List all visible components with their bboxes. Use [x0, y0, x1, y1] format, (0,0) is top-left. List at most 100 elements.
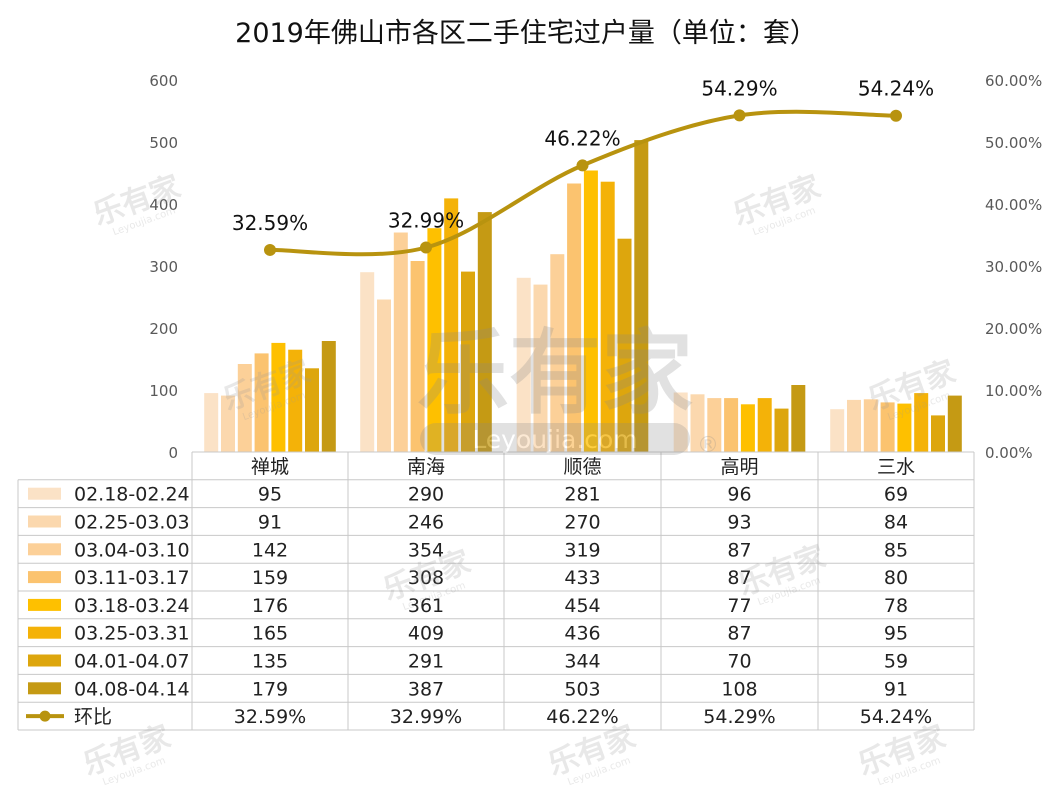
y-left-tick-label: 300 — [149, 258, 178, 276]
table-ratio-cell: 32.99% — [390, 706, 462, 728]
y-left-tick-label: 500 — [149, 134, 178, 152]
bar — [254, 353, 269, 452]
bar — [947, 395, 962, 452]
bar — [791, 385, 806, 452]
table-header-cell: 三水 — [877, 456, 915, 478]
table-value-cell: 246 — [408, 512, 444, 534]
table-value-cell: 454 — [564, 595, 600, 617]
table-value-cell: 87 — [727, 539, 751, 561]
legend-label: 03.04-03.10 — [74, 539, 190, 561]
table-value-cell: 96 — [727, 484, 751, 506]
table-value-cell: 159 — [252, 567, 288, 589]
table-value-cell: 354 — [408, 539, 444, 561]
table-value-cell: 179 — [252, 678, 288, 700]
bar — [477, 212, 492, 452]
table-header-cell: 禅城 — [251, 456, 289, 478]
table-value-cell: 142 — [252, 539, 288, 561]
table-value-cell: 319 — [564, 539, 600, 561]
chart-title: 2019年佛山市各区二手住宅过户量（单位：套） — [235, 18, 817, 49]
legend-swatch — [28, 515, 61, 528]
bar — [567, 183, 582, 452]
y-left-tick-label: 400 — [149, 196, 178, 214]
table-ratio-cell: 54.24% — [860, 706, 932, 728]
table-header-cell: 南海 — [407, 456, 445, 478]
bar — [410, 261, 425, 452]
table-value-cell: 108 — [721, 678, 757, 700]
table-value-cell: 87 — [727, 567, 751, 589]
y-right-tick-label: 30.00% — [985, 258, 1042, 276]
table-value-cell: 78 — [884, 595, 908, 617]
table-ratio-cell: 32.59% — [234, 706, 306, 728]
bars — [204, 140, 962, 452]
ratio-data-label: 46.22% — [544, 126, 620, 150]
table-value-cell: 91 — [258, 512, 282, 534]
y-right-tick-label: 50.00% — [985, 134, 1042, 152]
table-ratio-cell: 46.22% — [546, 706, 618, 728]
bar — [914, 393, 929, 452]
ratio-data-label: 54.24% — [858, 77, 934, 101]
bar — [634, 140, 649, 452]
bar — [427, 228, 442, 452]
y-left-tick-label: 100 — [149, 382, 178, 400]
table-value-cell: 95 — [258, 484, 282, 506]
bar — [533, 284, 548, 452]
ratio-data-label: 32.59% — [232, 211, 308, 235]
y-left-tick-label: 200 — [149, 320, 178, 338]
bar — [724, 398, 739, 452]
bar — [237, 364, 252, 452]
bar — [271, 342, 286, 452]
legend-swatch — [28, 626, 61, 639]
bar — [393, 232, 408, 452]
y-left-tick-label: 600 — [149, 72, 178, 90]
legend-swatch — [28, 487, 61, 500]
bar — [583, 170, 598, 452]
ratio-data-label: 32.99% — [388, 208, 464, 232]
table-ratio-cell: 54.29% — [703, 706, 775, 728]
table-value-cell: 84 — [884, 512, 908, 534]
legend-swatch — [28, 598, 61, 611]
ratio-point — [576, 159, 589, 172]
legend-swatch — [28, 654, 61, 667]
bar — [321, 341, 336, 452]
bar — [880, 402, 895, 452]
bar — [288, 349, 303, 452]
bar — [305, 368, 319, 452]
ratio-point — [264, 243, 276, 256]
legend-label: 04.01-04.07 — [74, 651, 190, 673]
bar — [617, 238, 632, 452]
table-value-cell: 59 — [884, 651, 908, 673]
bar — [461, 271, 475, 452]
table-value-cell: 387 — [408, 678, 444, 700]
table-value-cell: 290 — [408, 484, 444, 506]
legend-label: 03.18-03.24 — [74, 595, 190, 617]
y-right-tick-label: 0.00% — [985, 444, 1033, 462]
table-value-cell: 361 — [408, 595, 444, 617]
bar — [830, 409, 845, 452]
table-value-cell: 344 — [564, 651, 600, 673]
table-value-cell: 70 — [727, 651, 751, 673]
y-right-tick-label: 20.00% — [985, 320, 1042, 338]
ratio-point — [420, 241, 432, 254]
legend-line-marker — [39, 710, 51, 722]
bar — [707, 398, 722, 452]
table-value-cell: 281 — [564, 484, 600, 506]
table-value-cell: 291 — [408, 651, 444, 673]
table-value-cell: 135 — [252, 651, 288, 673]
bar — [757, 398, 772, 452]
bar — [897, 403, 912, 452]
legend-label: 04.08-04.14 — [74, 678, 190, 700]
data-table: 禅城 南海 顺德 高明 三水 02.18-02.24 95 290 281 96 69 02.25-0… — [17, 451, 975, 731]
ratio-point — [890, 109, 902, 122]
legend-label: 02.25-03.03 — [74, 512, 190, 534]
table-value-cell: 77 — [727, 595, 751, 617]
table-value-cell: 91 — [884, 678, 908, 700]
y-right-tick-label: 40.00% — [985, 196, 1042, 214]
table-value-cell: 308 — [408, 567, 444, 589]
table-value-cell: 409 — [408, 623, 444, 645]
bar — [516, 277, 531, 452]
table-value-cell: 503 — [564, 678, 600, 700]
table-header-cell: 高明 — [720, 456, 758, 478]
table-header-cell: 顺德 — [563, 456, 601, 478]
